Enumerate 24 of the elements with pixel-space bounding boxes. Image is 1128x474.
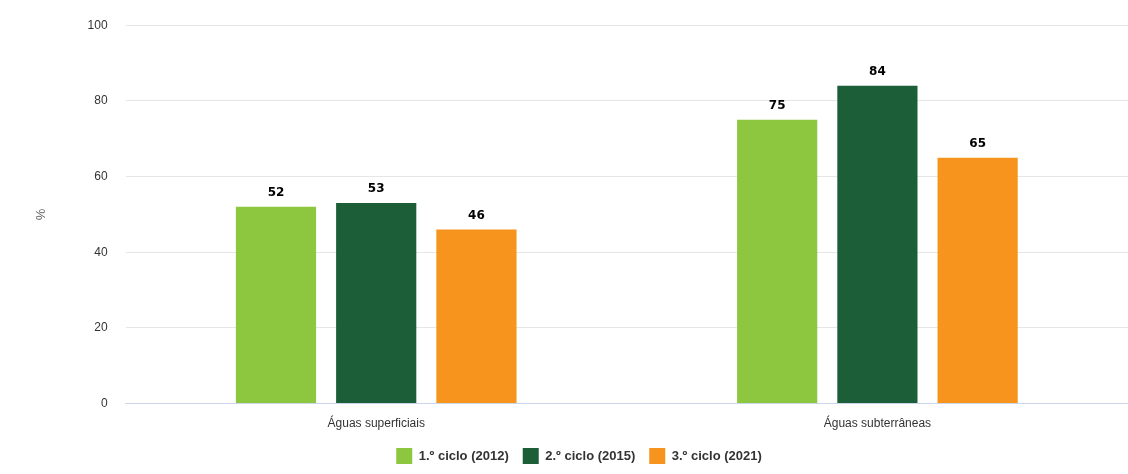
data-label: 52 [267,184,285,199]
legend-label: 2.º ciclo (2015) [545,447,636,463]
legend-label: 1.º ciclo (2012) [418,447,509,463]
y-tick-label: 80 [94,93,108,108]
y-tick-label: 60 [94,168,108,183]
bar [436,229,517,404]
x-tick-label: Águas superficiais [327,415,425,431]
data-label: 46 [468,207,485,222]
data-label: 84 [869,63,886,78]
data-label: 75 [768,97,786,112]
data-label: 65 [969,135,986,150]
data-label: 53 [367,181,385,196]
x-tick-label: Águas subterrâneas [823,415,932,431]
y-tick-label: 40 [94,244,108,259]
bar [937,157,1018,404]
y-tick-label: 0 [100,395,108,410]
bar [737,119,818,404]
y-tick-label: 100 [87,17,108,32]
legend-label: 3.º ciclo (2021) [671,447,762,463]
y-tick-label: 20 [94,320,108,335]
bar [837,85,918,404]
bar [235,206,317,404]
bar [336,203,417,404]
y-axis-title: % [33,208,49,221]
